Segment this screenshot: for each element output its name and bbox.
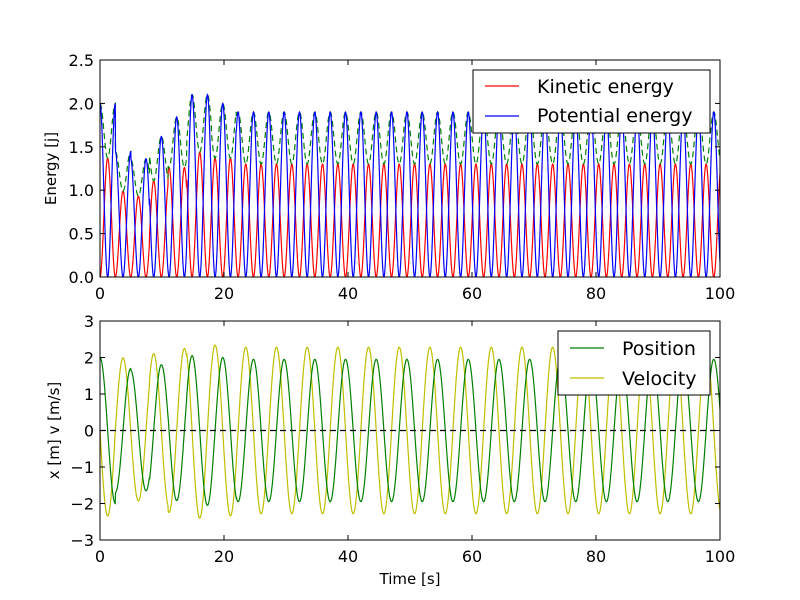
potential-legend-label: Potential energy: [537, 105, 692, 127]
motion-ytick-label: 2: [84, 349, 94, 368]
energy-plot-frame: [99, 59, 721, 278]
motion-plot: 0 20 40 60 80 100 −3 −2 −1 0 1 2 3 x [m] v [m/s] Tim…: [45, 312, 735, 588]
motion-xtick-label: 80: [586, 547, 606, 566]
motion-ticks: 0 20 40 60 80 100 −3 −2 −1 0 1 2 3: [70, 312, 735, 566]
motion-ylabel: x [m] v [m/s]: [45, 382, 63, 480]
energy-ytick-label: 0.5: [69, 225, 94, 244]
energy-legend: Kinetic energy Potential energy: [472, 69, 711, 134]
energy-xtick-label: 80: [586, 284, 606, 303]
energy-ticks: 0 20 40 60 80 100 0.0 0.5 1.0 1.5 2.0 2.5: [69, 51, 736, 303]
energy-ylabel: Energy [j]: [42, 132, 60, 205]
motion-ytick-label: 0: [84, 422, 94, 441]
motion-xtick-label: 20: [214, 547, 234, 566]
position-legend-label: Position: [622, 338, 696, 360]
motion-ytick-label: −3: [70, 531, 94, 550]
energy-ytick-label: 2.0: [69, 94, 94, 113]
energy-xtick-label: 60: [462, 284, 482, 303]
energy-ytick-label: 1.0: [69, 181, 94, 200]
motion-xtick-label: 100: [705, 547, 736, 566]
energy-xtick-label: 100: [705, 284, 736, 303]
energy-ytick-label: 0.0: [69, 268, 94, 287]
energy-series-group: [100, 93, 720, 277]
energy-ytick-label: 1.5: [69, 138, 94, 157]
energy-ytick-label: 2.5: [69, 51, 94, 70]
motion-xlabel: Time [s]: [379, 570, 441, 588]
motion-legend-box: [557, 330, 711, 396]
energy-legend-box: [472, 69, 711, 134]
energy-xtick-label: 40: [338, 284, 358, 303]
motion-ytick-label: −1: [70, 458, 94, 477]
motion-ytick-label: 3: [84, 312, 94, 331]
velocity-legend-label: Velocity: [622, 368, 697, 390]
potential-energy-line: [100, 93, 720, 277]
kinetic-legend-label: Kinetic energy: [537, 76, 674, 98]
energy-xtick-label: 0: [95, 284, 105, 303]
motion-legend: Position Velocity: [557, 330, 711, 396]
motion-ytick-label: −2: [70, 495, 94, 514]
energy-xtick-label: 20: [214, 284, 234, 303]
motion-xtick-label: 60: [462, 547, 482, 566]
motion-ytick-label: 1: [84, 385, 94, 404]
energy-plot: 0 20 40 60 80 100 0.0 0.5 1.0 1.5 2.0 2.5 Energy [j…: [42, 51, 735, 303]
motion-xtick-label: 40: [338, 547, 358, 566]
motion-xtick-label: 0: [95, 547, 105, 566]
